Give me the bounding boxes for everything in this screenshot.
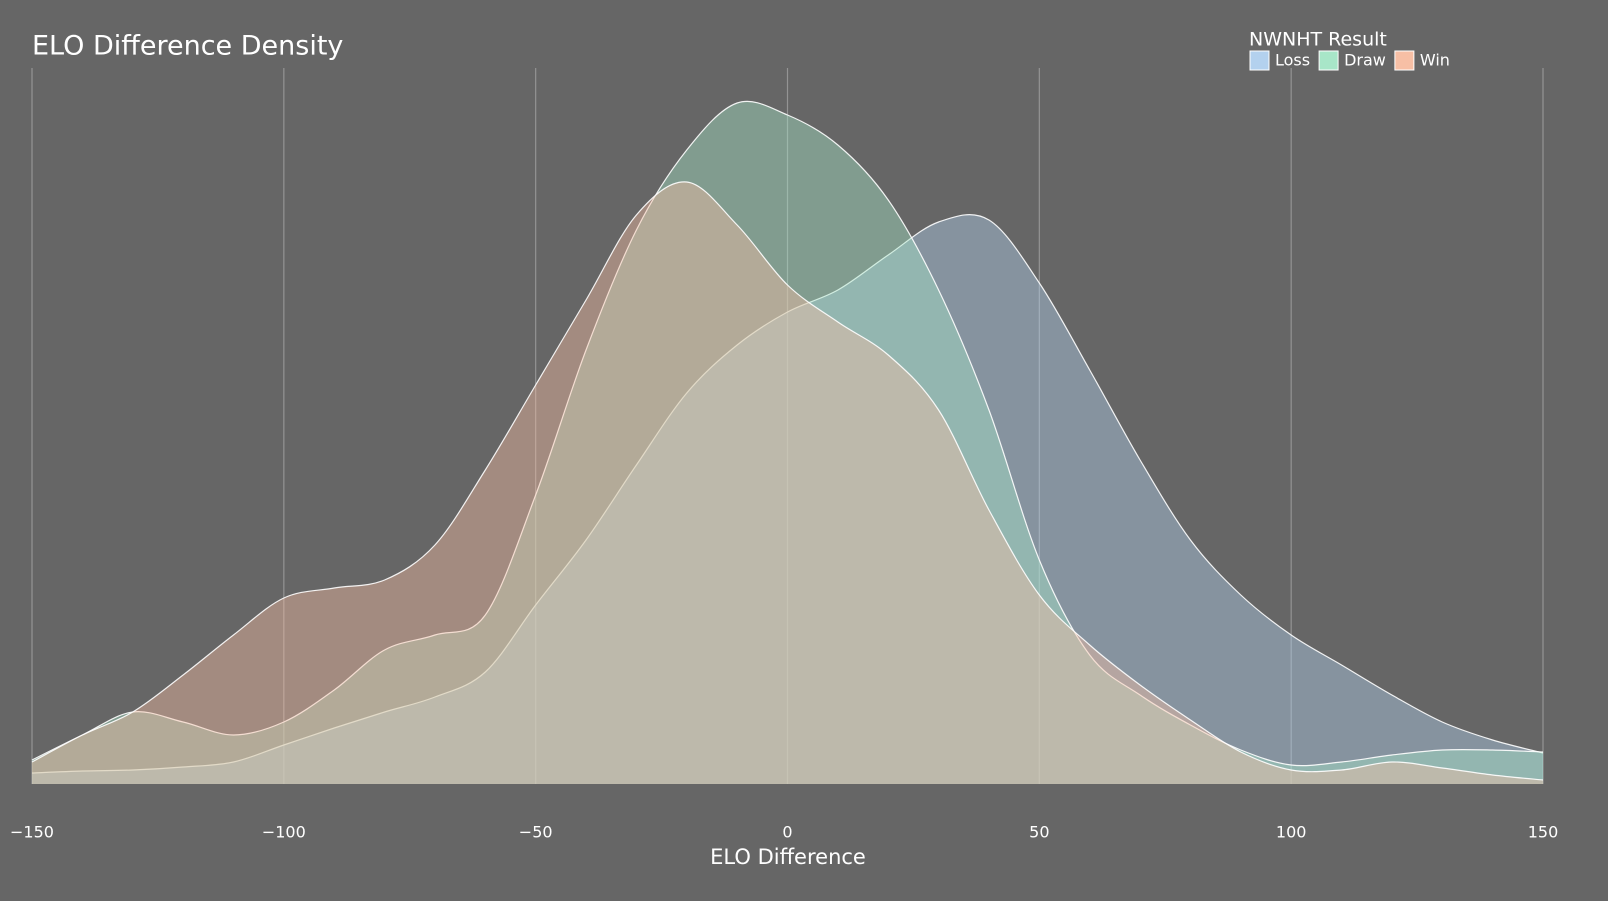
x-tick-label: 100: [1276, 823, 1307, 842]
density-line: [31, 181, 1544, 781]
x-tick-label: −100: [262, 823, 306, 842]
density-area: [32, 181, 1543, 784]
x-tick-label: 150: [1528, 823, 1559, 842]
legend-swatch: [1318, 50, 1339, 71]
legend-title: NWNHT Result: [1249, 29, 1387, 51]
density-line: [31, 214, 1544, 774]
x-tick-label: −50: [519, 823, 553, 842]
x-tick-label: 50: [1029, 823, 1049, 842]
legend-label: Draw: [1344, 51, 1386, 70]
legend-label: Win: [1420, 51, 1450, 70]
x-axis-label: ELO Difference: [710, 845, 866, 869]
x-tick-label: 0: [782, 823, 792, 842]
density-area: [32, 214, 1543, 784]
legend-label: Loss: [1275, 51, 1310, 70]
density-area: [32, 101, 1543, 784]
density-line: [31, 100, 1544, 767]
legend-swatch: [1249, 50, 1270, 71]
legend-swatch: [1394, 50, 1415, 71]
chart-title: ELO Difference Density: [32, 31, 343, 62]
x-tick-label: −150: [10, 823, 54, 842]
